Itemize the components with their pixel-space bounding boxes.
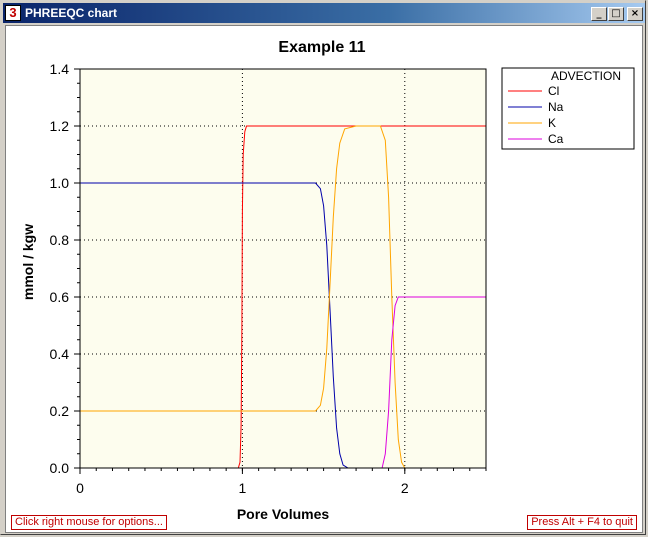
app-icon: 3	[5, 5, 21, 21]
series-line-na	[80, 182, 486, 469]
x-tick-label: 2	[401, 480, 409, 496]
chart-svg: 0.0 0.2 0.4 0.6 0.8 1.0 1.2 1.4 0 1 2 Example 11 P…	[20, 39, 635, 522]
y-tick-label: 1.0	[50, 175, 70, 191]
legend-entry: K	[548, 116, 556, 130]
x-axis-label: Pore Volumes	[237, 506, 330, 522]
close-button[interactable]: ×	[627, 7, 643, 21]
minimize-button[interactable]: _	[591, 7, 607, 21]
y-tick-label: 0.2	[50, 403, 70, 419]
chart-title: Example 11	[278, 39, 365, 56]
axis-ticks: 0.0 0.2 0.4 0.6 0.8 1.0 1.2 1.4 0 1 2	[50, 61, 487, 496]
maximize-button[interactable]: □	[608, 7, 624, 21]
y-tick-label: 0.6	[50, 289, 70, 305]
window-title: PHREEQC chart	[25, 6, 118, 20]
x-tick-label: 1	[239, 480, 247, 496]
legend-entry: Cl	[548, 84, 559, 98]
chart-area[interactable]: 0.0 0.2 0.4 0.6 0.8 1.0 1.2 1.4 0 1 2 Example 11 P…	[5, 25, 643, 533]
legend-entry: Na	[548, 100, 564, 114]
series-line-k	[80, 125, 406, 469]
x-tick-label: 0	[76, 480, 84, 496]
options-hint[interactable]: Click right mouse for options...	[11, 515, 167, 530]
plot-background	[80, 69, 486, 468]
y-tick-label: 0.8	[50, 232, 70, 248]
grid	[80, 69, 486, 468]
quit-hint[interactable]: Press Alt + F4 to quit	[527, 515, 637, 530]
legend-box	[501, 67, 635, 150]
series-line-ca	[80, 296, 486, 469]
legend-title: ADVECTION	[551, 69, 621, 83]
y-tick-label: 0.0	[50, 460, 70, 476]
series-group	[80, 125, 486, 469]
y-tick-label: 0.4	[50, 346, 70, 362]
legend-entry: Ca	[548, 132, 564, 146]
y-tick-label: 1.2	[50, 118, 70, 134]
y-tick-label: 1.4	[50, 61, 70, 77]
legend: ADVECTION Cl Na K Ca	[501, 67, 635, 150]
y-axis-label: mmol / kgw	[20, 224, 36, 300]
series-line-cl	[80, 125, 486, 469]
title-bar[interactable]: 3 PHREEQC chart _ □ ×	[3, 3, 645, 23]
